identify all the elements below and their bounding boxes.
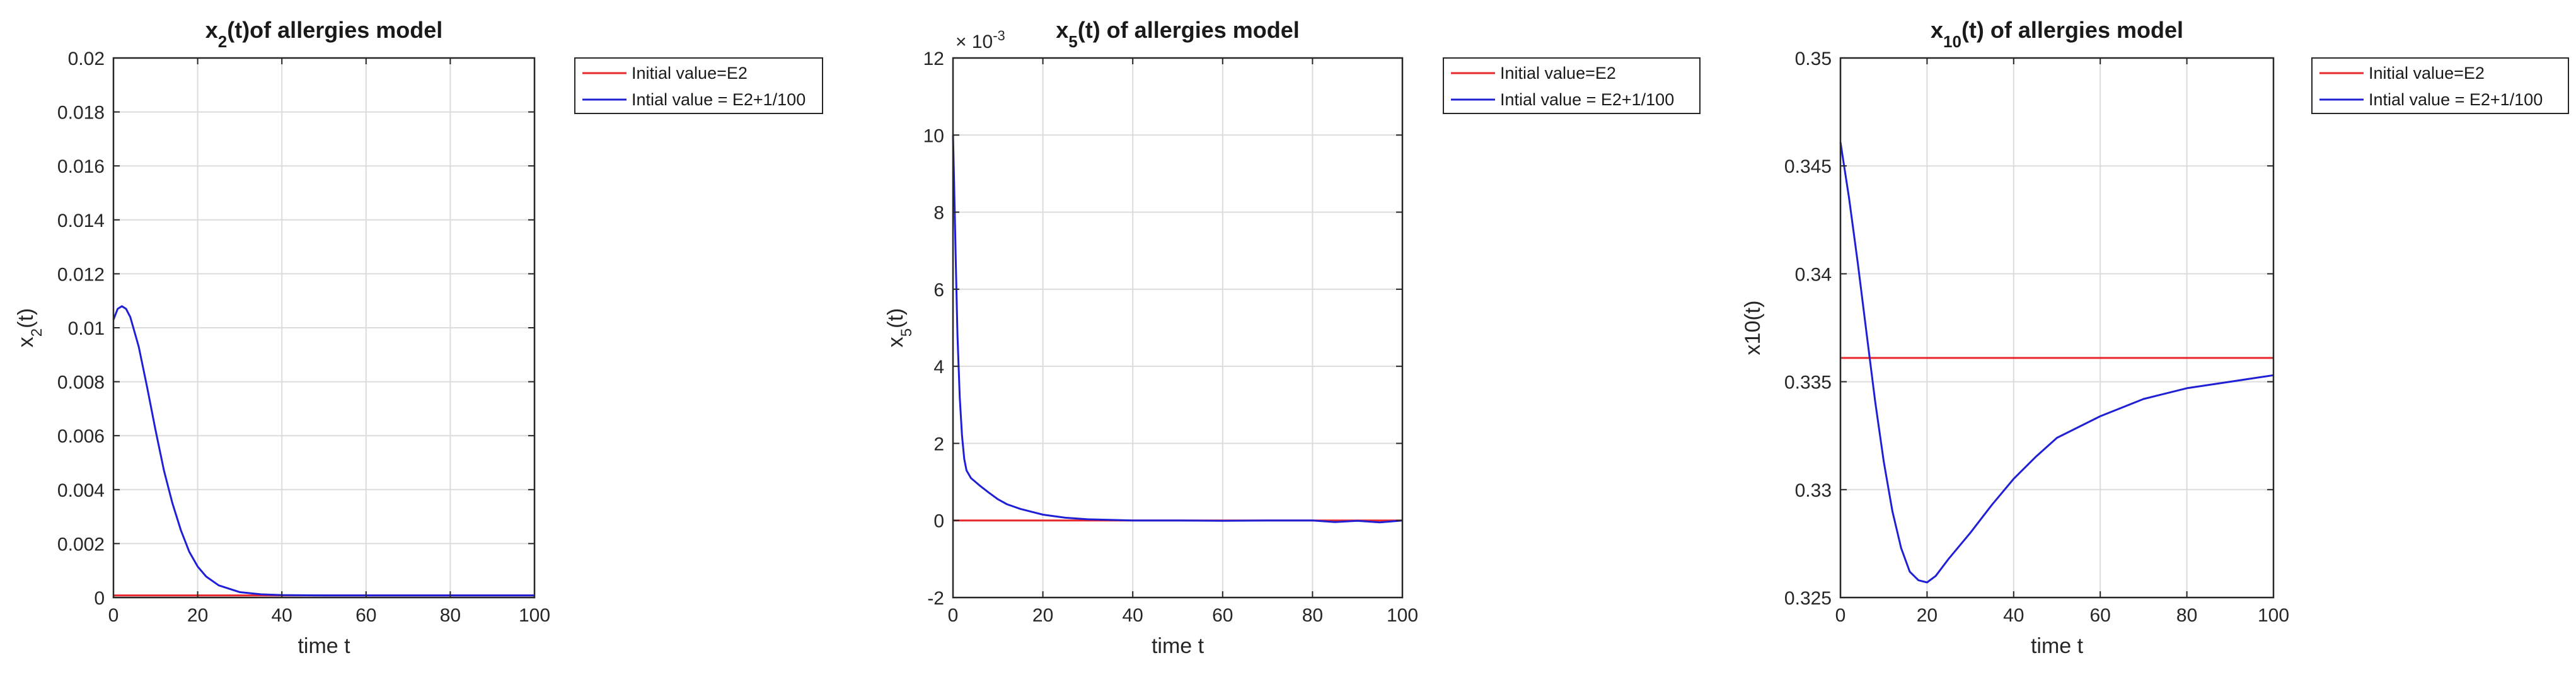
y-exponent-power: -3	[993, 28, 1005, 43]
x-tick-label: 40	[272, 605, 292, 626]
x-axis-label: time t	[297, 634, 350, 658]
y-tick-label: 0.002	[57, 534, 105, 555]
legend-label: Initial value=E2	[1500, 64, 1616, 83]
legend: Initial value=E2 Intial value = E2+1/100	[574, 57, 823, 114]
y-tick-label: 0	[94, 588, 105, 609]
x-tick-label: 100	[519, 605, 550, 626]
y-tick-label: 4	[933, 357, 944, 378]
chart-title-base: x	[205, 17, 218, 43]
y-tick-label: 0.33	[1795, 480, 1832, 501]
legend-label: Intial value = E2+1/100	[2369, 90, 2543, 109]
series-line-perturbed	[1839, 142, 2274, 584]
x-tick-label: 0	[108, 605, 119, 626]
legend-box	[574, 57, 823, 114]
chart-title-rest: (t) of allergies model	[1078, 17, 1300, 43]
x-tick-label: 0	[1835, 605, 1846, 626]
chart-title: x5(t) of allergies model	[1056, 17, 1300, 51]
chart-1: 0 20 40 60 80 100 0 0.002 0.004 0.006 0.008 0.01 0.0…	[14, 17, 823, 658]
legend-box	[2311, 57, 2569, 114]
y-exponent-prefix: × 10	[956, 32, 993, 52]
x-tick-label: 60	[355, 605, 376, 626]
y-tick-label: 0.325	[1784, 588, 1832, 609]
y-tick-label: 0.35	[1795, 49, 1832, 69]
x-tick-label: 60	[1212, 605, 1233, 626]
x-tick-label: 80	[440, 605, 461, 626]
x-tick-label: 40	[2003, 605, 2024, 626]
series-line-perturbed	[112, 305, 534, 597]
y-tick-label: 0.34	[1795, 264, 1832, 285]
chart-title: x10(t) of allergies model	[1931, 17, 2183, 51]
x-tick-label: 60	[2090, 605, 2111, 626]
chart-title-base: x	[1056, 17, 1068, 43]
x-tick-label: 20	[187, 605, 208, 626]
y-exponent-label: × 10-3	[956, 28, 1005, 53]
x-axis-label: time t	[2031, 634, 2084, 658]
y-tick-label: 0.335	[1784, 373, 1832, 393]
legend-box	[1443, 57, 1701, 114]
plot-area	[1840, 58, 2273, 598]
x-tick-label: 40	[1123, 605, 1143, 626]
y-tick-label: 0.01	[68, 318, 105, 339]
y-axis-label-sub: 5	[898, 328, 915, 337]
chart-title: x2(t)of allergies model	[205, 17, 443, 51]
plot-area	[953, 58, 1402, 598]
axes-box	[952, 57, 1404, 599]
y-tick-label: 0.014	[57, 211, 105, 231]
y-tick-label: 0	[933, 511, 944, 532]
y-axis-label: x2(t)	[14, 308, 45, 347]
x-tick-label: 20	[1032, 605, 1053, 626]
chart-title-rest: (t)of allergies model	[227, 17, 442, 43]
y-axis-label-sub: 2	[28, 328, 45, 337]
y-tick-label: 8	[933, 203, 944, 224]
y-tick-label: 0.02	[68, 49, 105, 69]
y-tick-label: 0.016	[57, 156, 105, 177]
y-tick-label: 6	[933, 280, 944, 301]
x-tick-label: 100	[2258, 605, 2289, 626]
y-tick-label: 0.345	[1784, 156, 1832, 177]
y-tick-label: 0.004	[57, 480, 105, 501]
y-axis-label-rest: (t)	[14, 308, 38, 328]
y-axis-label-rest: (t)	[884, 308, 908, 328]
chart-title-sub: 2	[218, 32, 227, 51]
y-axis-label: x5(t)	[884, 308, 915, 347]
x-tick-label: 20	[1917, 605, 1938, 626]
y-tick-label: 10	[923, 125, 944, 146]
legend-label: Initial value=E2	[2369, 64, 2485, 83]
chart-3: 0 20 40 60 80 100 0.325 0.33 0.335 0.34 0.345 0.35 x…	[1741, 17, 2569, 658]
x-tick-label: 80	[2176, 605, 2197, 626]
chart-title-rest: (t) of allergies model	[1961, 17, 2183, 43]
series-line-perturbed	[952, 135, 1403, 524]
x-tick-label: 100	[1387, 605, 1418, 626]
chart-title-sub: 5	[1068, 32, 1077, 51]
legend-label: Intial value = E2+1/100	[632, 90, 806, 109]
chart-title-sub: 10	[1943, 32, 1961, 51]
legend-label: Initial value=E2	[632, 64, 748, 83]
y-axis-label-base: x	[884, 337, 908, 347]
x-axis-label: time t	[1152, 634, 1204, 658]
y-tick-label: 12	[923, 49, 944, 69]
x-tick-label: 0	[948, 605, 959, 626]
y-tick-label: 2	[933, 434, 944, 454]
x-tick-label: 80	[1302, 605, 1323, 626]
chart-title-base: x	[1931, 17, 1943, 43]
legend: Initial value=E2 Intial value = E2+1/100	[2311, 57, 2569, 114]
y-tick-label: 0.018	[57, 103, 105, 124]
legend-label: Intial value = E2+1/100	[1500, 90, 1674, 109]
y-axis-label: x10(t)	[1741, 301, 1765, 355]
y-tick-label: 0.006	[57, 426, 105, 447]
y-tick-label: -2	[927, 588, 944, 609]
axes-box	[1839, 57, 2275, 599]
y-axis-label-base: x	[14, 337, 38, 347]
y-axis-label-base: x10(t)	[1741, 301, 1765, 355]
y-tick-label: 0.012	[57, 264, 105, 285]
legend: Initial value=E2 Intial value = E2+1/100	[1443, 57, 1701, 114]
y-tick-label: 0.008	[57, 373, 105, 393]
